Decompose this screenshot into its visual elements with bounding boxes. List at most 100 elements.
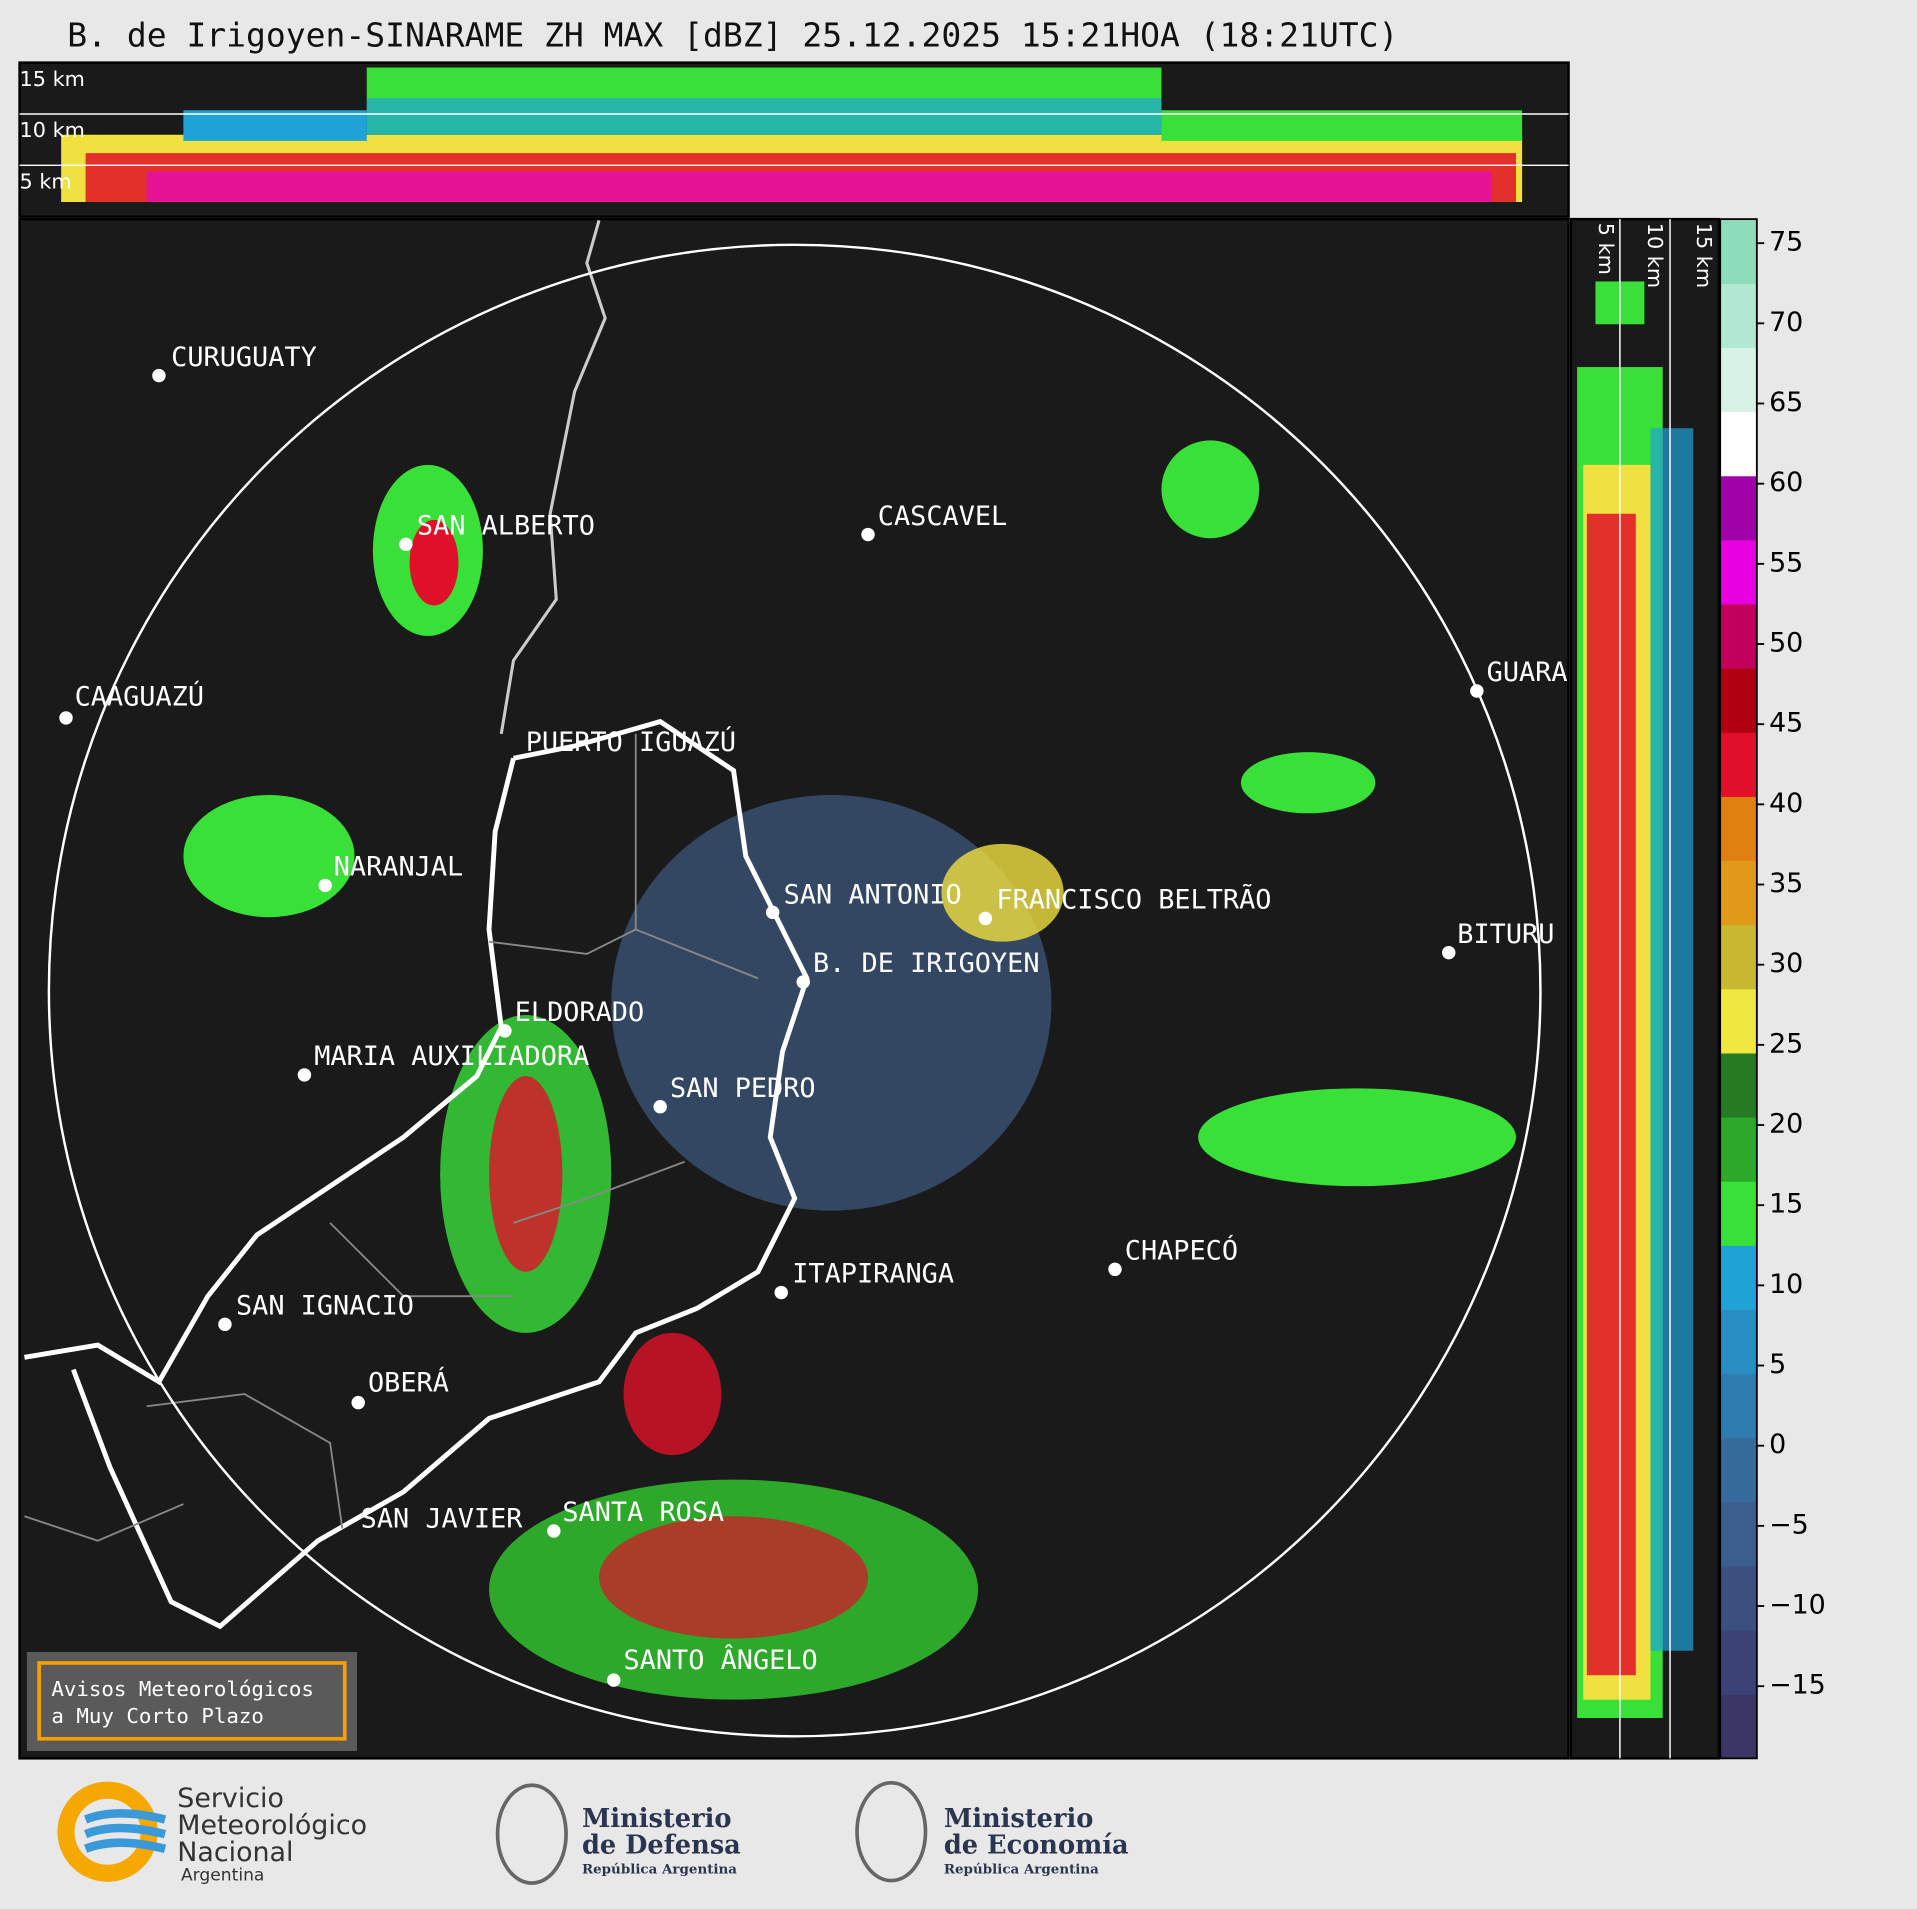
city-dot bbox=[152, 368, 166, 383]
colorbar-band bbox=[1720, 1117, 1757, 1182]
colorbar-band bbox=[1720, 411, 1757, 477]
city-label: B. DE IRIGOYEN bbox=[813, 948, 1040, 979]
warning-box-border bbox=[37, 1661, 347, 1741]
city-label: SAN IGNACIO bbox=[236, 1291, 414, 1322]
height-label: 15 km bbox=[1692, 223, 1716, 288]
city-dot bbox=[765, 905, 780, 920]
colorbar-tick-label: −15 bbox=[1769, 1670, 1826, 1701]
colorbar-tick-label: 35 bbox=[1769, 868, 1803, 899]
colorbar-band bbox=[1720, 283, 1757, 349]
colorbar-tick-label: 40 bbox=[1769, 788, 1803, 819]
city-dot bbox=[607, 1673, 621, 1687]
top-echoes bbox=[61, 67, 1523, 203]
colorbar-tick-label: 25 bbox=[1769, 1028, 1803, 1059]
colorbar-tick-label: 5 bbox=[1769, 1349, 1786, 1380]
height-label: 10 km bbox=[1643, 223, 1667, 288]
city-label: SAN PEDRO bbox=[670, 1073, 816, 1104]
colorbar-tick-label: 70 bbox=[1769, 307, 1803, 338]
city-label: NARANJAL bbox=[334, 852, 463, 883]
city-dot bbox=[1108, 1262, 1122, 1277]
logo-defensa: Ministerio de Defensa República Argentin… bbox=[495, 1783, 741, 1885]
colorbar-tick-label: 50 bbox=[1769, 628, 1803, 659]
colorbar-band bbox=[1720, 1437, 1757, 1503]
city-dot bbox=[59, 711, 73, 725]
radar-echoes bbox=[183, 440, 1516, 1700]
colorbar-band bbox=[1720, 1181, 1757, 1246]
city-label: SAN JAVIER bbox=[361, 1503, 524, 1534]
colorbar-band bbox=[1720, 1694, 1757, 1759]
colorbar-band bbox=[1720, 1245, 1757, 1311]
colorbar-band bbox=[1720, 732, 1757, 797]
warning-text: Avisos Meteorológicos bbox=[51, 1677, 314, 1701]
city-label: SANTO ÂNGELO bbox=[624, 1644, 818, 1676]
colorbar-tick-label: 0 bbox=[1769, 1429, 1786, 1460]
logo-text: Argentina bbox=[181, 1866, 264, 1886]
city-dot bbox=[653, 1099, 667, 1114]
colorbar-band bbox=[1720, 796, 1757, 862]
city-label: GUARA bbox=[1487, 657, 1568, 688]
colorbar-band bbox=[1720, 219, 1757, 284]
colorbar-band bbox=[1720, 347, 1757, 413]
colorbar-tick-label: −10 bbox=[1769, 1590, 1826, 1621]
logo-text: República Argentina bbox=[944, 1861, 1099, 1877]
colorbar-band bbox=[1720, 539, 1757, 605]
city-dot bbox=[297, 1068, 312, 1082]
colorbar-tick-label: 20 bbox=[1769, 1109, 1803, 1140]
city-label: SAN ALBERTO bbox=[417, 511, 595, 542]
colorbar-tick-label: 75 bbox=[1769, 227, 1803, 258]
city-dot bbox=[351, 1395, 365, 1410]
city-label: CAAGUAZÚ bbox=[75, 681, 204, 713]
colorbar-tick-label: 15 bbox=[1769, 1189, 1803, 1220]
city-label: SANTA ROSA bbox=[562, 1497, 724, 1528]
colorbar-band bbox=[1720, 860, 1757, 926]
colorbar-tick-label: 65 bbox=[1769, 387, 1803, 418]
city-label: CASCAVEL bbox=[878, 501, 1007, 532]
colorbar-band bbox=[1720, 988, 1757, 1054]
logo-text: Meteorológico bbox=[177, 1810, 367, 1841]
title: B. de Irigoyen-SINARAME ZH MAX [dBZ] 25.… bbox=[67, 16, 1398, 55]
city-dot bbox=[978, 911, 993, 926]
logo-smn: Servicio Meteorológico Nacional Argentin… bbox=[57, 1781, 367, 1886]
city-dot bbox=[318, 878, 332, 893]
colorbar-tick-label: −5 bbox=[1769, 1509, 1809, 1540]
city-label: SAN ANTONIO bbox=[784, 880, 962, 911]
side-echoes bbox=[1577, 281, 1694, 1718]
city-label: BITURU bbox=[1457, 919, 1554, 950]
height-label: 15 km bbox=[20, 67, 85, 91]
colorbar-band bbox=[1720, 475, 1757, 541]
city-dot bbox=[796, 975, 810, 989]
city-dot bbox=[547, 1524, 561, 1538]
range-ring bbox=[47, 243, 1542, 1738]
logo-text: República Argentina bbox=[582, 1861, 737, 1877]
logo-text: Ministerio bbox=[582, 1804, 732, 1834]
city-label: CURUGUATY bbox=[171, 342, 317, 373]
city-dot bbox=[861, 527, 875, 542]
city-label: ELDORADO bbox=[515, 997, 644, 1028]
colorbar-tick-label: 45 bbox=[1769, 708, 1803, 739]
city-dot bbox=[218, 1317, 232, 1332]
city-dot bbox=[399, 537, 413, 552]
colorbar-tick-label: 60 bbox=[1769, 467, 1803, 498]
logo-economia: Ministerio de Economía República Argenti… bbox=[855, 1780, 1129, 1883]
warning-text: a Muy Corto Plazo bbox=[51, 1704, 264, 1728]
cities: CURUGUATY SAN ALBERTO CASCAVEL CAAGUAZÚ GUAR… bbox=[59, 342, 1568, 1687]
colorbar-band bbox=[1720, 1501, 1757, 1567]
warning-box[interactable] bbox=[26, 1651, 357, 1752]
city-label: OBERÁ bbox=[368, 1367, 449, 1399]
city-dot bbox=[498, 1024, 512, 1038]
city-dot bbox=[1442, 945, 1456, 960]
logo-text: Ministerio bbox=[944, 1804, 1094, 1834]
city-label: CHAPECÓ bbox=[1125, 1235, 1238, 1267]
colorbar-tick-label: 55 bbox=[1769, 547, 1803, 578]
colorbar-tick-label: 10 bbox=[1769, 1269, 1803, 1300]
height-label: 10 km bbox=[20, 118, 85, 142]
height-label: 5 km bbox=[20, 170, 72, 194]
city-dot bbox=[1470, 684, 1484, 698]
colorbar-band bbox=[1720, 668, 1757, 733]
city-label: FRANCISCO BELTRÃO bbox=[996, 884, 1271, 916]
height-label: 5 km bbox=[1594, 223, 1618, 275]
colorbar-band bbox=[1720, 1052, 1757, 1118]
